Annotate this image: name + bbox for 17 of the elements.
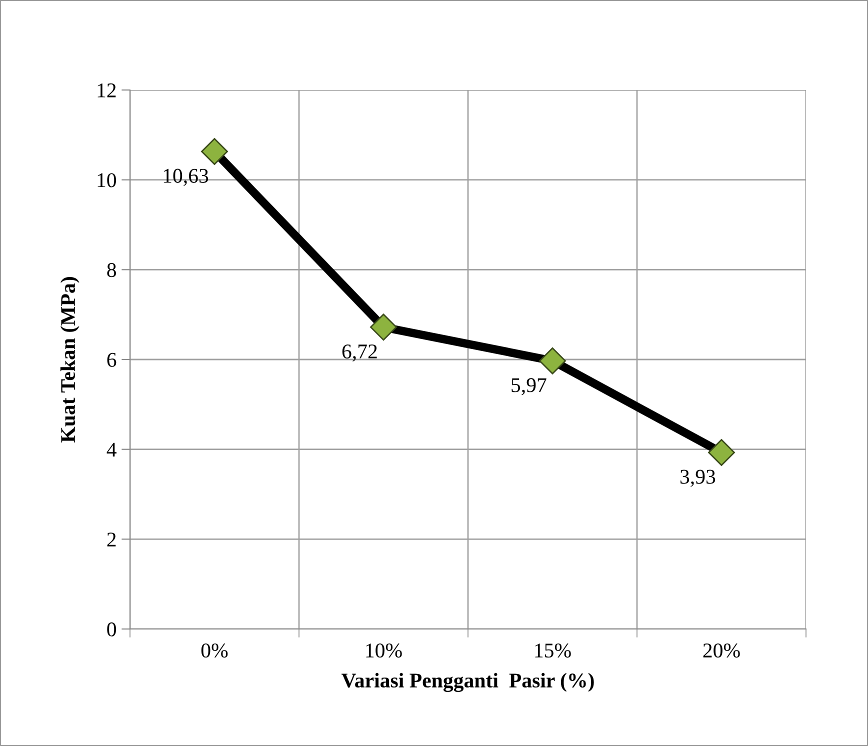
y-tick-label: 6 — [107, 352, 116, 367]
y-tick-label: 0 — [107, 622, 116, 636]
x-tick-label: 20% — [703, 643, 740, 658]
x-tick-label: 10% — [366, 643, 402, 658]
x-tick-label: 15% — [535, 643, 571, 658]
data-label: 6,72 — [342, 344, 377, 362]
y-tick-label: 4 — [106, 442, 116, 457]
y-tick-label: 12 — [98, 83, 116, 98]
y-tick-label: 8 — [107, 263, 116, 278]
y-axis-title: Kuat Tekan (MPa) — [60, 277, 80, 442]
data-label: 5,97 — [512, 378, 546, 396]
x-axis-title: Variasi Pengganti Pasir (%) — [341, 672, 594, 692]
y-tick-label: 10 — [98, 173, 116, 188]
data-label: 10,63 — [164, 168, 208, 186]
data-label: 3,93 — [680, 470, 716, 487]
x-tick-label: 0% — [201, 643, 228, 658]
y-tick-label: 2 — [107, 532, 116, 546]
